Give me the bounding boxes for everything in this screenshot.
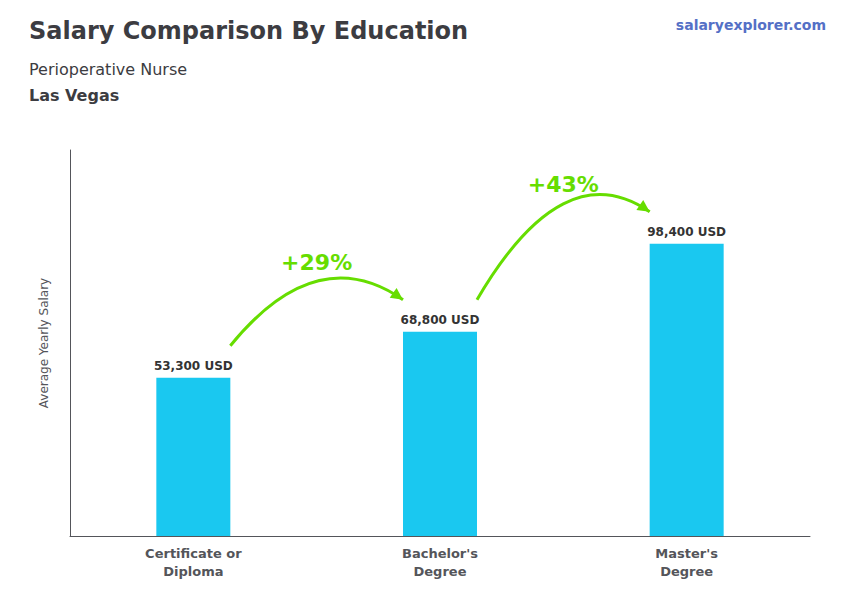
svg-text:Degree: Degree [660, 564, 713, 579]
svg-text:Perioperative Nurse: Perioperative Nurse [29, 60, 187, 79]
svg-text:+43%: +43% [528, 172, 599, 197]
svg-text:68,800 USD: 68,800 USD [401, 313, 480, 327]
svg-text:Las Vegas: Las Vegas [29, 86, 119, 105]
svg-text:salaryexplorer.com: salaryexplorer.com [676, 17, 826, 33]
svg-text:Diploma: Diploma [163, 564, 223, 579]
svg-text:98,400 USD: 98,400 USD [647, 225, 726, 239]
svg-text:Certificate or: Certificate or [145, 546, 242, 561]
svg-text:Degree: Degree [414, 564, 467, 579]
svg-text:+29%: +29% [281, 250, 352, 275]
svg-text:Average Yearly Salary: Average Yearly Salary [37, 278, 51, 408]
svg-text:Salary Comparison By Education: Salary Comparison By Education [29, 17, 468, 45]
svg-text:53,300 USD: 53,300 USD [154, 359, 233, 373]
svg-text:Master's: Master's [655, 546, 718, 561]
svg-text:Bachelor's: Bachelor's [402, 546, 478, 561]
